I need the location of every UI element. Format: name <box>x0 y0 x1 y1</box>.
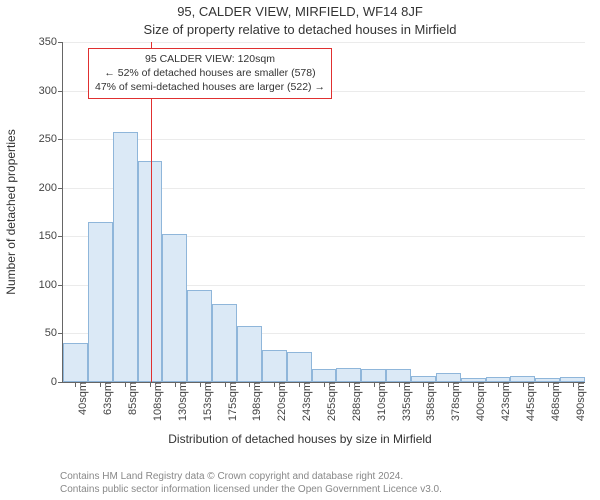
xtick-label: 288sqm <box>345 382 363 421</box>
xtick-label: 220sqm <box>270 382 288 421</box>
annotation-line-3: 47% of semi-detached houses are larger (… <box>95 80 325 94</box>
histogram-bar <box>212 304 237 382</box>
xtick-label: 153sqm <box>196 382 214 421</box>
xtick-label: 130sqm <box>171 382 189 421</box>
footer-line-1: Contains HM Land Registry data © Crown c… <box>60 470 442 483</box>
ytick-label: 150 <box>39 230 63 242</box>
y-axis-label: Number of detached properties <box>4 129 18 294</box>
xtick-label: 358sqm <box>419 382 437 421</box>
xtick-label: 85sqm <box>121 382 139 415</box>
xtick-label: 198sqm <box>245 382 263 421</box>
annotation-line-2: ← 52% of detached houses are smaller (57… <box>95 66 325 80</box>
ytick-label: 100 <box>39 279 63 291</box>
annotation-line-1: 95 CALDER VIEW: 120sqm <box>95 52 325 66</box>
footer-line-2: Contains public sector information licen… <box>60 483 442 496</box>
grid-line <box>63 42 585 43</box>
histogram-bar <box>237 326 262 382</box>
ytick-label: 200 <box>39 182 63 194</box>
histogram-bar <box>336 368 361 382</box>
histogram-bar <box>88 222 113 382</box>
footer-attribution: Contains HM Land Registry data © Crown c… <box>60 470 442 496</box>
ytick-label: 250 <box>39 133 63 145</box>
histogram-bar <box>287 352 312 382</box>
histogram-bar <box>187 290 212 382</box>
histogram-bar <box>63 343 88 382</box>
page-title: 95, CALDER VIEW, MIRFIELD, WF14 8JF <box>0 4 600 19</box>
xtick-label: 40sqm <box>71 382 89 415</box>
histogram-bar <box>113 132 138 382</box>
ytick-label: 50 <box>45 327 63 339</box>
xtick-label: 490sqm <box>569 382 587 421</box>
ytick-label: 0 <box>51 376 63 388</box>
grid-line <box>63 139 585 140</box>
xtick-label: 265sqm <box>320 382 338 421</box>
ytick-label: 350 <box>39 36 63 48</box>
histogram-bar <box>138 161 163 382</box>
histogram-bar <box>361 369 386 382</box>
subtitle: Size of property relative to detached ho… <box>0 22 600 37</box>
x-axis-label: Distribution of detached houses by size … <box>0 432 600 446</box>
histogram-bar <box>162 234 187 382</box>
xtick-label: 335sqm <box>395 382 413 421</box>
xtick-label: 175sqm <box>221 382 239 421</box>
histogram-bar <box>262 350 287 382</box>
histogram-bar <box>312 369 337 382</box>
xtick-label: 468sqm <box>544 382 562 421</box>
xtick-label: 423sqm <box>494 382 512 421</box>
xtick-label: 63sqm <box>96 382 114 415</box>
annotation-box: 95 CALDER VIEW: 120sqm← 52% of detached … <box>88 48 332 99</box>
xtick-label: 108sqm <box>146 382 164 421</box>
xtick-label: 445sqm <box>519 382 537 421</box>
ytick-label: 300 <box>39 85 63 97</box>
xtick-label: 378sqm <box>444 382 462 421</box>
xtick-label: 243sqm <box>295 382 313 421</box>
histogram-bar <box>436 373 461 382</box>
xtick-label: 400sqm <box>469 382 487 421</box>
histogram-bar <box>386 369 411 382</box>
xtick-label: 310sqm <box>370 382 388 421</box>
